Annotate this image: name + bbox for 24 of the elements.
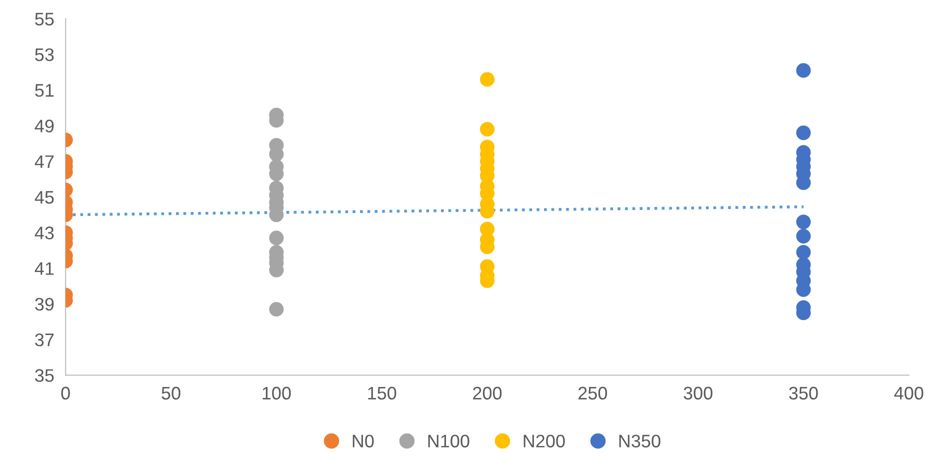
x-tick-label: 400 [894,386,924,400]
y-tick-label: 55 [35,12,54,26]
x-tick-label: 300 [684,386,712,400]
y-tick-label: 43 [34,226,54,240]
y-tick-label: 37 [35,333,54,346]
x-tick-label: 50 [162,386,180,400]
legend-label: N200 [524,434,565,448]
x-tick-label: 250 [578,386,608,400]
x-tick-label: 200 [473,386,502,400]
legend-label: N100 [428,434,470,448]
legend-label: N0 [352,434,374,448]
y-tick-label: 45 [34,191,54,204]
y-tick-label: 41 [34,262,54,275]
y-tick-label: 53 [35,48,54,62]
x-tick-label: 150 [368,386,396,400]
legend-label: N350 [619,434,660,448]
x-tick-label: 100 [262,386,291,400]
y-tick-label: 51 [35,84,54,97]
y-tick-label: 35 [35,369,54,382]
y-tick-label: 49 [34,120,54,132]
x-tick-label: 0 [61,386,70,400]
y-tick-label: 39 [35,298,54,311]
x-tick-label: 350 [789,386,818,400]
y-tick-label: 47 [34,155,54,168]
